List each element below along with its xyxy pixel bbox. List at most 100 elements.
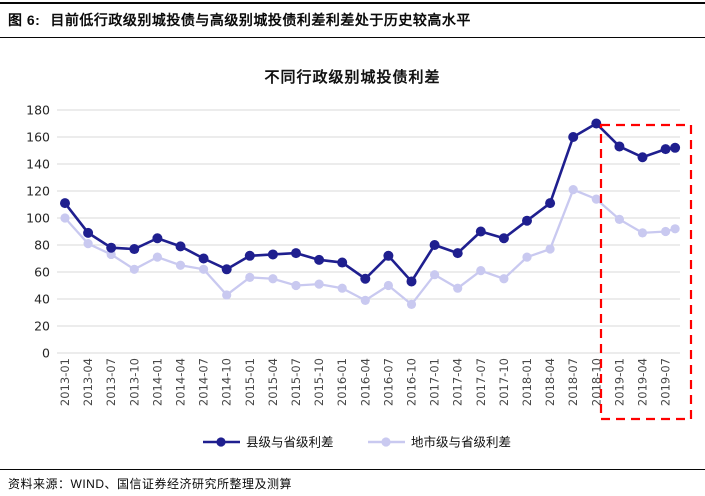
series-point <box>221 264 232 275</box>
series-point <box>637 228 648 238</box>
series-point <box>661 226 671 237</box>
x-tick-label: 2017-01 <box>428 358 442 406</box>
gridlines <box>57 109 680 354</box>
legend-item-county: 县级与省级利差 <box>203 435 334 450</box>
figure-caption: 图 6: 目前低行政级别城投债与高级别城投债利差利差处于历史较高水平 <box>8 10 697 30</box>
series-point <box>198 253 209 264</box>
y-tick-label: 140 <box>26 157 50 172</box>
top-rule <box>0 2 705 4</box>
series-point <box>476 266 486 276</box>
x-tick-label: 2015-10 <box>312 358 326 406</box>
x-tick-label: 2017-07 <box>474 358 488 406</box>
x-tick-label: 2018-04 <box>543 358 557 406</box>
series-point <box>429 240 440 250</box>
series-point <box>383 250 394 261</box>
series-point <box>522 215 532 226</box>
series-point <box>637 152 648 163</box>
x-tick-label: 2015-07 <box>289 358 303 406</box>
series-point <box>614 141 625 152</box>
legend-label-county: 县级与省级利差 <box>246 435 334 450</box>
x-tick-label: 2014-04 <box>174 358 188 406</box>
series-point <box>244 250 255 261</box>
series-point <box>245 272 255 282</box>
series-point <box>83 227 94 238</box>
series-point <box>337 257 348 268</box>
series-line-0 <box>63 121 676 284</box>
series-point <box>175 241 186 252</box>
series-point <box>268 274 278 284</box>
y-tick-label: 180 <box>26 103 50 118</box>
series-point <box>152 233 163 244</box>
x-tick-label: 2018-01 <box>520 358 534 406</box>
x-tick-label: 2019-04 <box>636 358 650 406</box>
series-point <box>568 132 579 142</box>
x-tick-label: 2013-07 <box>104 358 118 406</box>
series-point <box>591 194 601 204</box>
series-point <box>453 283 463 293</box>
x-tick-label: 2019-07 <box>659 358 673 406</box>
series-point <box>337 283 347 293</box>
series-point <box>614 214 625 224</box>
x-tick-label: 2013-10 <box>127 358 141 406</box>
series-point <box>406 276 417 287</box>
source-note: 资料来源：WIND、国信证券经济研究所整理及测算 <box>8 477 292 491</box>
series-point <box>222 290 232 300</box>
series-point <box>498 233 509 244</box>
x-tick-label: 2016-07 <box>381 358 395 406</box>
x-axis-labels: 2013-01 2013-04 2013-07 2013-10 2014-01 2014-… <box>58 358 673 406</box>
series-point <box>591 118 602 129</box>
series-line-1 <box>64 188 676 307</box>
series-point <box>291 248 301 259</box>
series-point <box>60 213 70 223</box>
footer-rule <box>0 469 705 470</box>
x-tick-label: 2015-01 <box>243 358 257 406</box>
chart-title: 不同行政级别城投债利差 <box>264 69 441 86</box>
series-point <box>360 295 370 305</box>
y-tick-label: 80 <box>34 238 50 253</box>
series-point <box>568 185 578 195</box>
series-point <box>406 299 417 309</box>
legend-item-city: 地市级与省级利差 <box>368 435 511 450</box>
x-tick-label: 2018-07 <box>566 358 580 406</box>
legend-marker-city <box>381 437 391 447</box>
y-tick-label: 160 <box>26 130 50 145</box>
x-tick-label: 2019-01 <box>612 358 626 406</box>
series-point <box>175 260 186 270</box>
series-point <box>106 249 116 260</box>
y-tick-label: 100 <box>26 211 50 226</box>
x-tick-label: 2013-01 <box>58 358 72 406</box>
series-point <box>383 280 393 291</box>
highlight-box <box>599 123 693 421</box>
x-tick-label: 2018-10 <box>589 358 603 406</box>
series-point <box>430 270 440 280</box>
series-point <box>545 244 555 254</box>
series-point <box>60 198 70 209</box>
series-point <box>199 264 209 274</box>
y-axis-labels: 0 20 40 60 80 100 120 140 160 180 <box>26 103 50 361</box>
legend-label-city: 地市级与省级利差 <box>411 435 511 450</box>
series-point <box>360 273 371 284</box>
series-point <box>660 144 671 155</box>
x-tick-label: 2016-01 <box>335 358 349 406</box>
series-point <box>83 239 93 249</box>
x-tick-label: 2013-04 <box>81 358 95 406</box>
y-tick-label: 40 <box>34 292 50 307</box>
series-point <box>522 252 532 262</box>
series-point <box>475 226 486 237</box>
series-point <box>452 248 463 259</box>
series-point <box>314 279 324 289</box>
series-point <box>267 249 278 260</box>
x-tick-label: 2014-10 <box>220 358 234 406</box>
x-tick-label: 2017-04 <box>451 358 465 406</box>
series-point <box>670 224 680 234</box>
caption-divider <box>0 37 705 38</box>
series-point <box>152 252 162 262</box>
y-tick-label: 60 <box>34 265 50 280</box>
series-point <box>129 244 140 255</box>
figure-number: 图 6: <box>8 12 41 28</box>
x-tick-label: 2017-10 <box>497 358 511 406</box>
legend: 县级与省级利差 地市级与省级利差 <box>203 435 511 450</box>
y-tick-label: 20 <box>34 319 50 334</box>
